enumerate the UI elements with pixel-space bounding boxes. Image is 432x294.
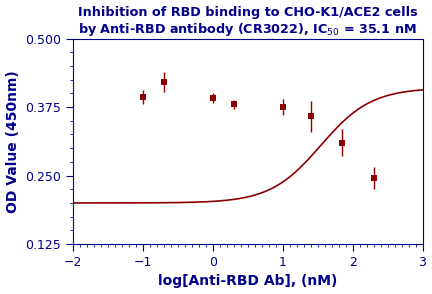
Title: Inhibition of RBD binding to CHO-K1/ACE2 cells
by Anti-RBD antibody (CR3022), IC: Inhibition of RBD binding to CHO-K1/ACE2…: [78, 6, 417, 38]
X-axis label: log[Anti-RBD Ab], (nM): log[Anti-RBD Ab], (nM): [158, 274, 337, 288]
Y-axis label: OD Value (450nm): OD Value (450nm): [6, 70, 19, 213]
